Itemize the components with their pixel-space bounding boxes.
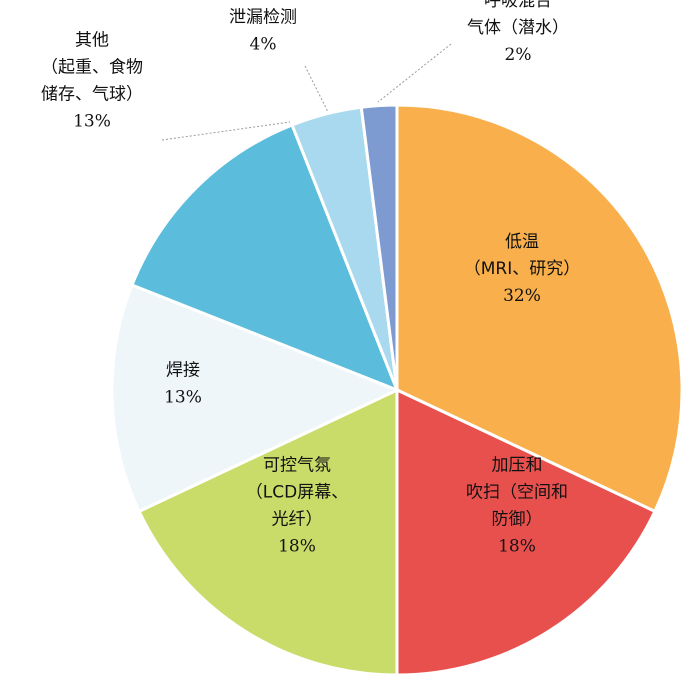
slice-label-1-line-0: 加压和 — [492, 456, 543, 476]
leader-line-5 — [304, 65, 329, 113]
slice-label-1-line-2: 防御） — [492, 510, 543, 530]
slice-label-6-line-1: 气体（潜水） — [467, 18, 569, 38]
slice-label-2-line-2: 光纤） — [272, 510, 323, 530]
pie-slice-1 — [395, 387, 657, 677]
slice-label-0-line-1: （MRI、研究） — [464, 259, 581, 279]
slice-label-6-line-0: 呼吸混合 — [484, 0, 552, 11]
slice-label-0-line-0: 低温 — [505, 232, 539, 252]
slice-label-4-line-2: 储存、气球） — [41, 85, 143, 105]
slice-value-1: 18% — [498, 537, 536, 557]
slice-value-2: 18% — [278, 537, 316, 557]
pie-slice-4 — [130, 123, 400, 393]
slice-value-3: 13% — [164, 388, 202, 408]
leader-lines — [161, 43, 452, 141]
slice-label-3-line-0: 焊接 — [166, 361, 200, 381]
slice-label-2-line-1: （LCD屏幕、 — [246, 483, 348, 503]
leader-line-4 — [161, 121, 291, 141]
leader-line-6 — [377, 43, 452, 103]
pie-slices — [110, 103, 684, 677]
slice-label-1-line-1: 吹扫（空间和 — [466, 483, 568, 503]
pie-slice-3 — [110, 283, 401, 514]
slice-label-2-line-0: 可控气氛 — [263, 456, 331, 476]
slice-value-5: 4% — [250, 35, 277, 55]
slice-value-6: 2% — [505, 45, 532, 65]
slice-label-4-line-0: 其他 — [75, 31, 109, 51]
pie-slice-0 — [395, 103, 684, 514]
slice-label-5-line-0: 泄漏检测 — [229, 8, 297, 28]
slice-label-4-line-1: （起重、食物 — [41, 58, 143, 78]
slice-value-4: 13% — [73, 112, 111, 132]
slice-value-0: 32% — [503, 286, 541, 306]
pie-slice-2 — [137, 387, 399, 677]
pie-slice-6 — [359, 103, 399, 391]
